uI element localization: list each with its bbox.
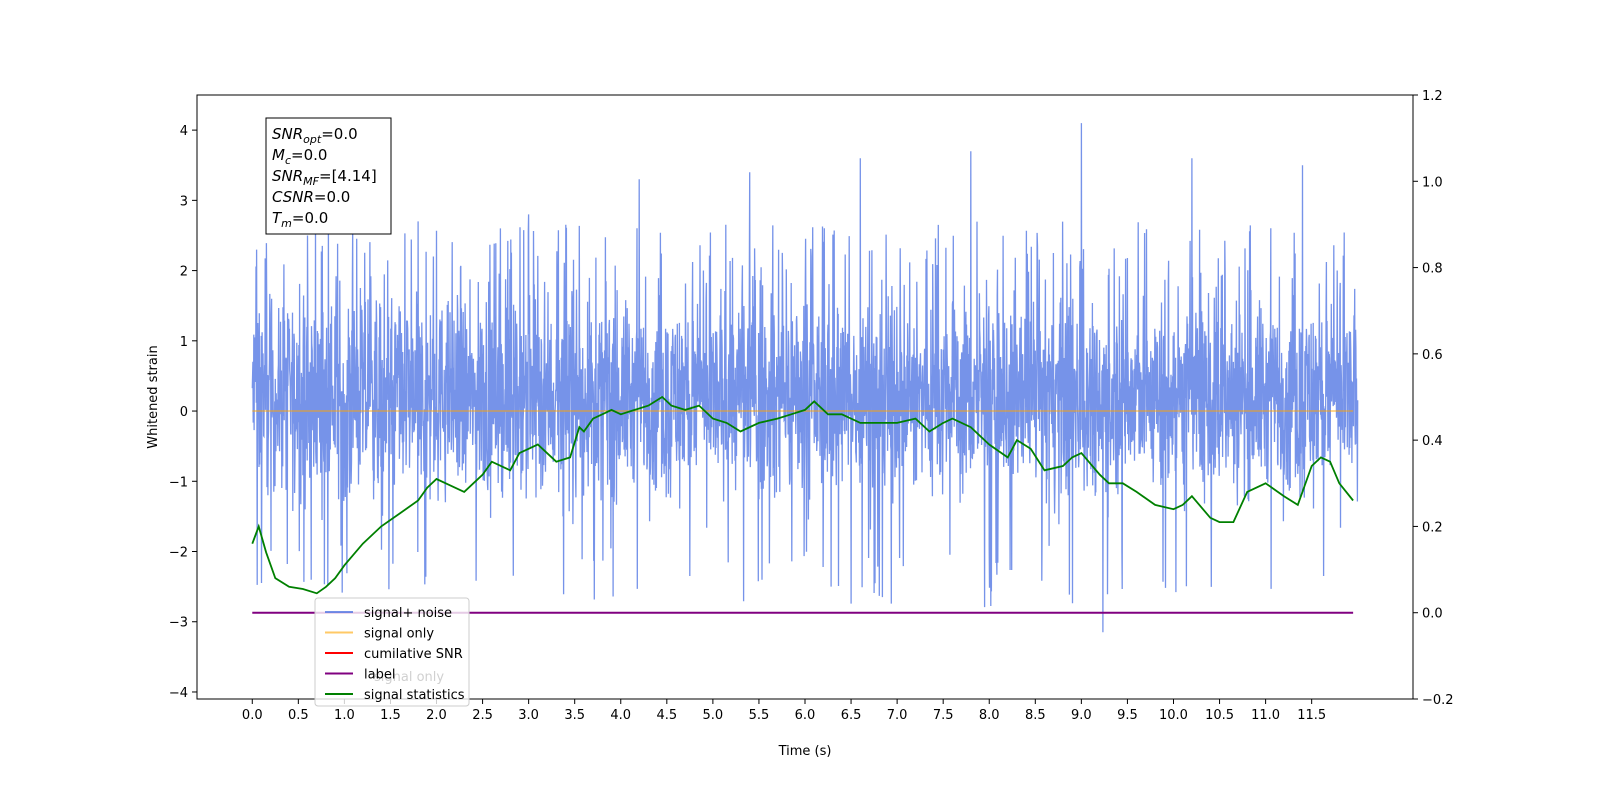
x-tick-label: 1.0 [334, 708, 355, 723]
y-left-tick-label: 4 [180, 124, 188, 139]
y-left-tick-label: −2 [169, 546, 188, 561]
x-tick-label: 8.0 [979, 708, 1000, 723]
y-right-tick-label: 0.8 [1422, 262, 1443, 277]
legend-entry-label: label [364, 668, 395, 683]
legend: signal only signal+ noise signal only cumi… [314, 597, 470, 707]
x-tick-label: 7.0 [887, 708, 908, 723]
y-left-tick-label: −4 [169, 686, 188, 701]
x-tick-label: 8.5 [1025, 708, 1046, 723]
x-tick-label: 0.5 [288, 708, 309, 723]
legend-entry-label: signal statistics [364, 688, 465, 703]
y-left-tick-label: 0 [180, 405, 188, 420]
x-tick-label: 11.5 [1297, 708, 1326, 723]
annotation-line: SNRopt=0.0 [272, 125, 358, 146]
series-signal-statistics [251, 395, 1354, 595]
legend-entry-label: signal only [364, 627, 434, 642]
y-right-tick-label: 1.2 [1422, 89, 1443, 104]
x-tick-label: 10.5 [1205, 708, 1234, 723]
y-left-tick-label: 2 [180, 265, 188, 280]
y-right-tick-label: 0.6 [1422, 348, 1443, 363]
x-tick-label: 7.5 [933, 708, 954, 723]
legend-entry-label: cumilative SNR [364, 647, 463, 662]
x-axis-label: Time (s) [778, 744, 832, 759]
x-tick-label: 0.0 [242, 708, 263, 723]
y-right-tick-label: 0.2 [1422, 520, 1443, 535]
x-axis: 0.0 0.5 1.0 1.5 2.0 2.5 3.0 3.5 4.0 4.5 5.0 5.5 6.0 6… [242, 699, 1326, 723]
x-tick-label: 1.5 [380, 708, 401, 723]
annotation-line: Mc=0.0 [272, 146, 327, 167]
x-tick-label: 4.5 [656, 708, 677, 723]
x-tick-label: 5.0 [703, 708, 724, 723]
y-right-tick-label: 0.4 [1422, 434, 1443, 449]
annotation-line: SNRMF=[4.14] [272, 167, 377, 188]
x-tick-label: 9.0 [1071, 708, 1092, 723]
x-tick-label: 5.5 [749, 708, 770, 723]
y-right-tick-label: 0.0 [1422, 607, 1443, 622]
y-axis-right: −0.2 0.0 0.2 0.4 0.6 0.8 1.0 1.2 [1413, 89, 1454, 708]
annotation-line: Tm=0.0 [272, 209, 328, 230]
x-tick-label: 3.5 [564, 708, 585, 723]
y-left-tick-label: −3 [169, 616, 188, 631]
x-tick-label: 2.5 [472, 708, 493, 723]
y-left-tick-label: 3 [180, 194, 188, 209]
y-axis-left: −4 −3 −2 −1 0 1 2 3 4 [169, 124, 197, 701]
x-tick-label: 9.5 [1117, 708, 1138, 723]
series-signal-noise [251, 123, 1359, 633]
x-tick-label: 6.5 [841, 708, 862, 723]
x-tick-label: 10.0 [1159, 708, 1188, 723]
y-left-tick-label: −1 [169, 475, 188, 490]
annotation-line: CSNR=0.0 [272, 188, 350, 206]
legend-hidden-text: signal only [374, 670, 444, 685]
y-axis-label: Whitened strain [146, 345, 161, 448]
y-right-tick-label: 1.0 [1422, 175, 1443, 190]
x-tick-label: 11.0 [1251, 708, 1280, 723]
x-tick-label: 3.0 [518, 708, 539, 723]
x-tick-label: 6.0 [795, 708, 816, 723]
legend-entry-label: signal+ noise [364, 606, 452, 621]
x-tick-label: 4.0 [610, 708, 631, 723]
y-right-tick-label: −0.2 [1422, 693, 1454, 708]
y-left-tick-label: 1 [180, 335, 188, 350]
x-tick-label: 2.0 [426, 708, 447, 723]
